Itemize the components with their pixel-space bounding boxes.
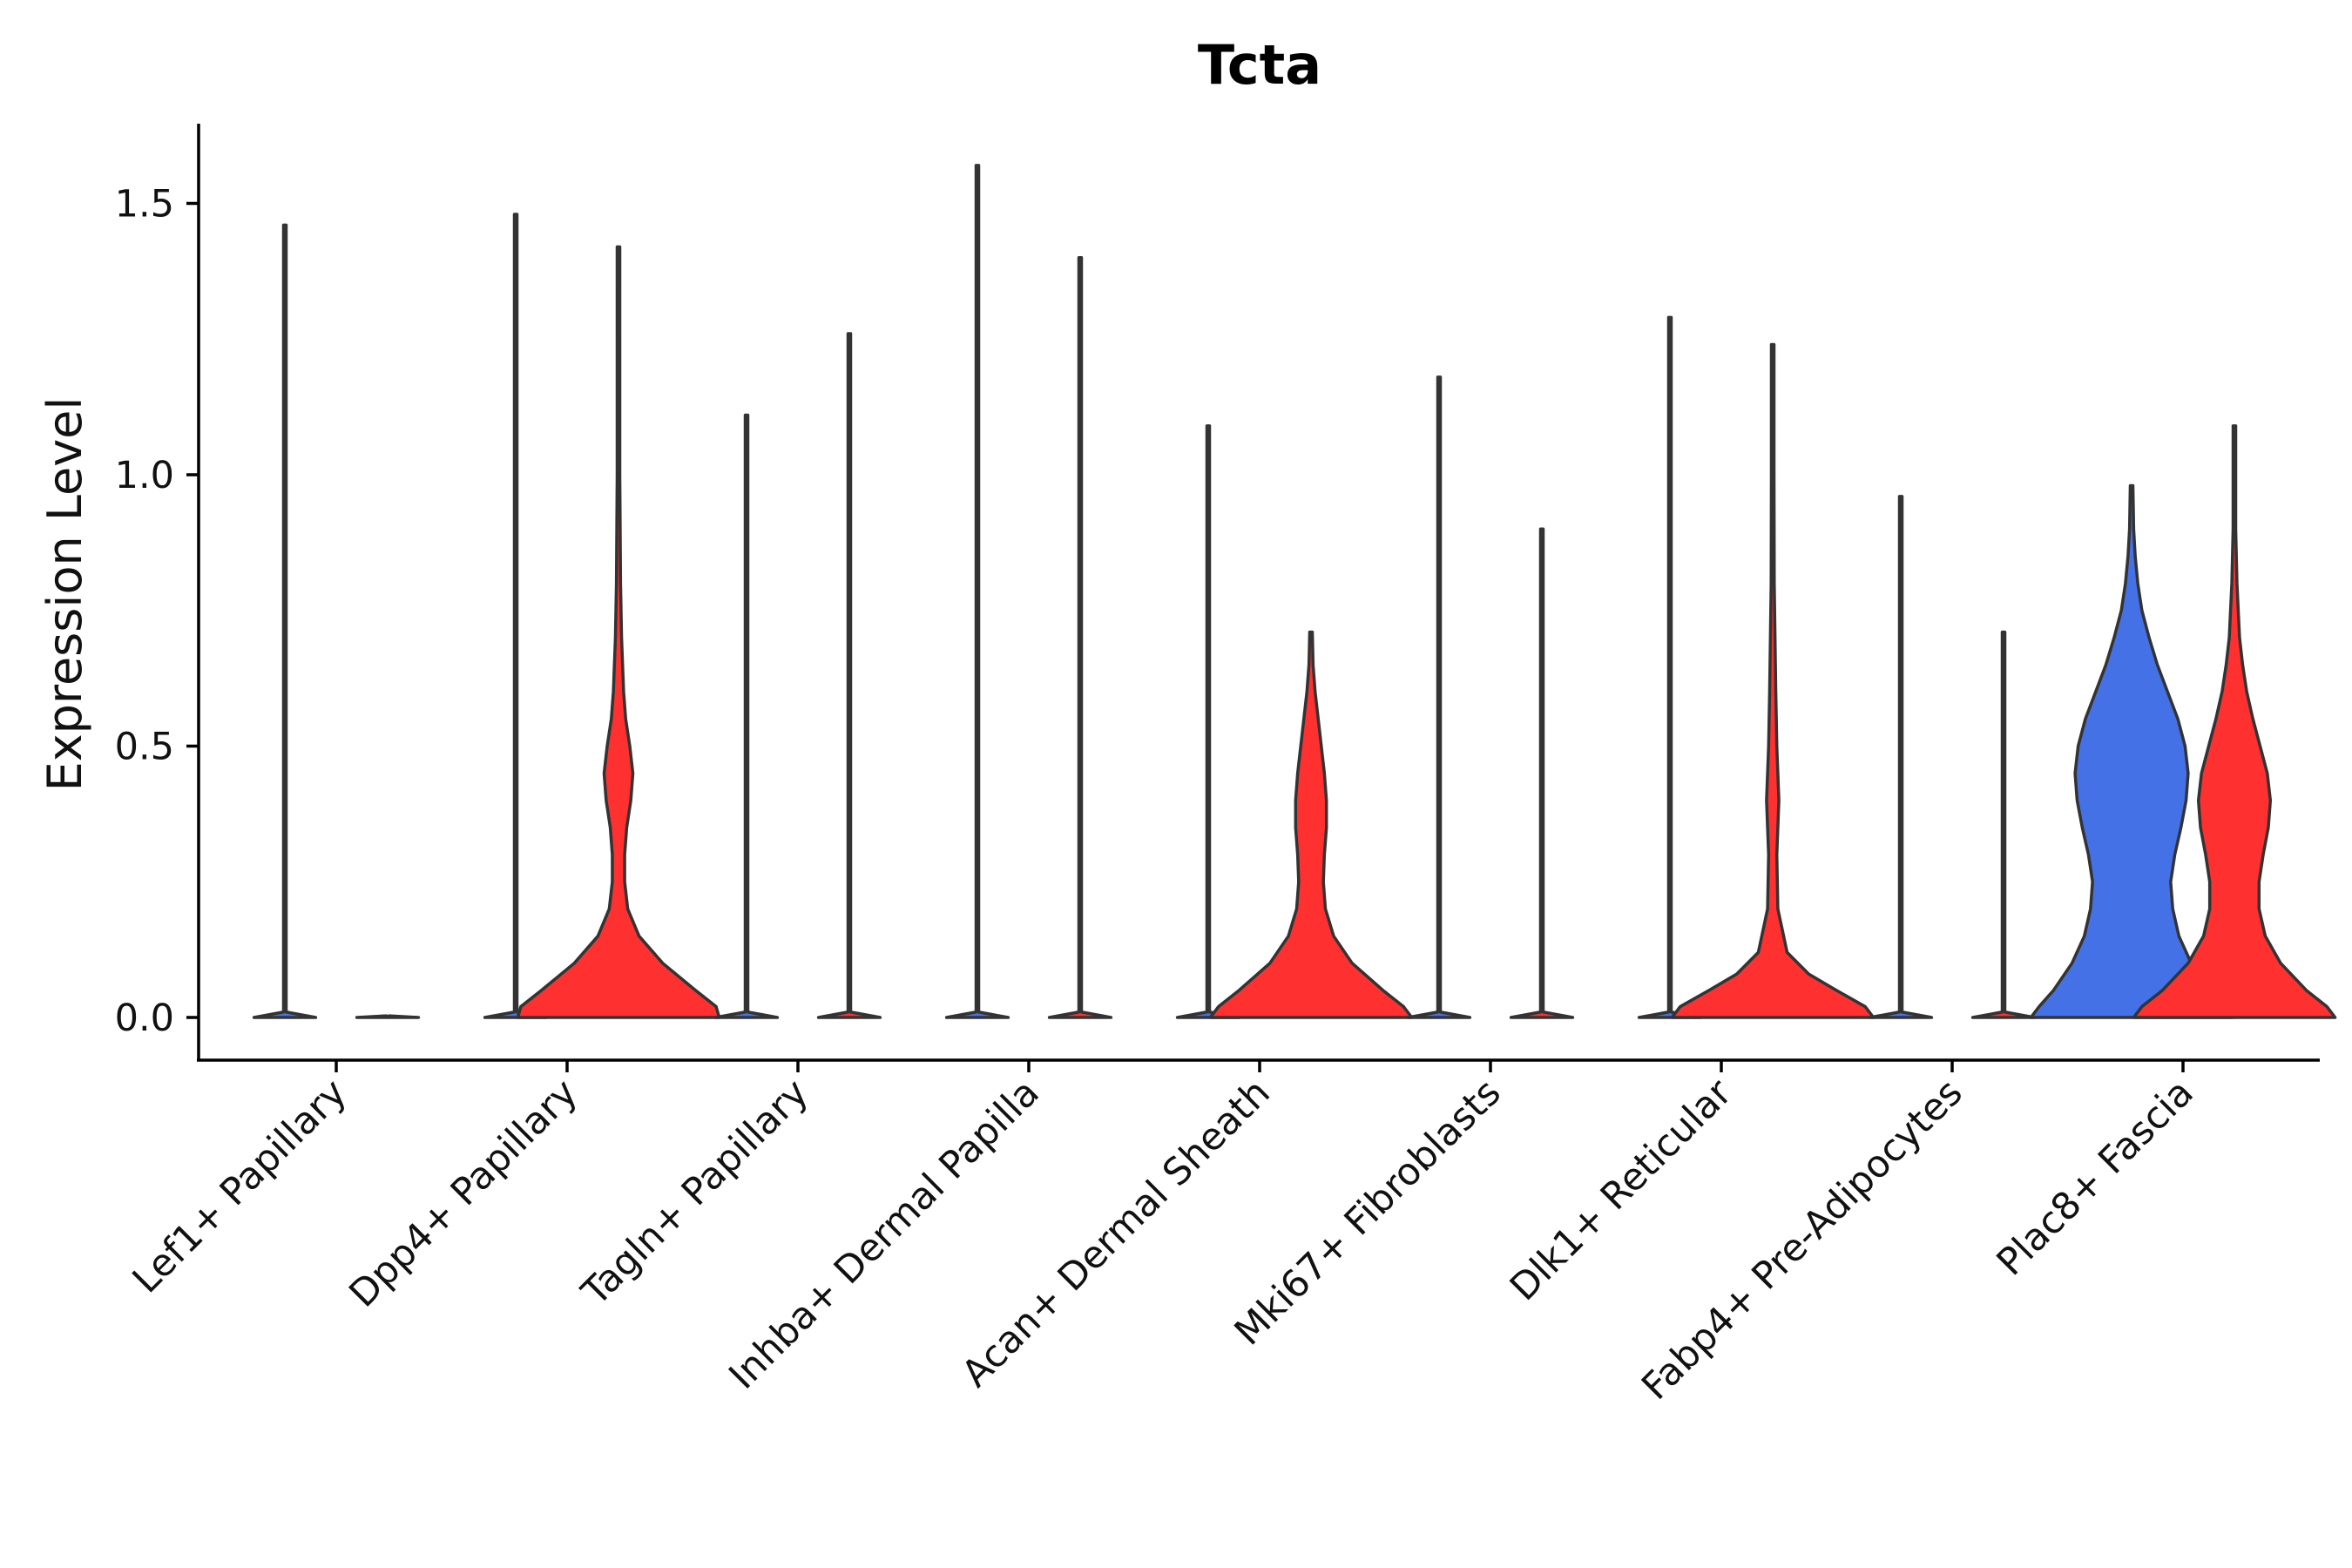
violins-layer xyxy=(252,164,2337,1019)
chart-title: Tcta xyxy=(1198,33,1321,97)
y-tick-label: 0.0 xyxy=(115,997,174,1040)
violin-3-left xyxy=(713,413,780,1019)
y-axis-title: Expression Level xyxy=(37,397,92,792)
violin-9-right xyxy=(2132,424,2337,1019)
violin-8-left xyxy=(1868,495,1934,1019)
y-tick-label: 1.0 xyxy=(115,454,174,497)
y-tick-label: 0.5 xyxy=(115,726,174,769)
violin-9-left xyxy=(2029,483,2234,1019)
violin-2-right xyxy=(516,245,721,1019)
violin-4-left xyxy=(944,164,1010,1019)
violin-5-right xyxy=(1208,630,1414,1019)
violin-1-left xyxy=(252,223,318,1019)
y-tick-label: 1.5 xyxy=(115,183,174,226)
violin-8-right xyxy=(1970,630,2037,1019)
y-axis-ticks: 0.0 0.5 1.0 1.5 xyxy=(115,183,199,1040)
x-tick-label: Lef1+ Papillary xyxy=(125,1071,355,1301)
x-tick-label: Dpp4+ Papillary xyxy=(341,1071,586,1315)
violin-2-left xyxy=(483,213,549,1019)
violin-6-left xyxy=(1406,375,1472,1019)
violin-1-right xyxy=(355,1014,421,1019)
violin-7-right xyxy=(1670,342,1876,1019)
x-tick-label: Dlk1+ Reticular xyxy=(1502,1071,1740,1309)
violin-5-left xyxy=(1175,424,1241,1019)
violin-4-right xyxy=(1047,256,1113,1019)
violin-7-left xyxy=(1637,315,1703,1019)
x-tick-label: Mki67+ Fibroblasts xyxy=(1227,1071,1510,1354)
violin-6-right xyxy=(1509,527,1575,1019)
x-tick-label: Plac8+ Fascia xyxy=(1989,1071,2202,1284)
violin-3-right xyxy=(816,332,882,1019)
x-tick-label: Tagln+ Papillary xyxy=(573,1071,817,1315)
